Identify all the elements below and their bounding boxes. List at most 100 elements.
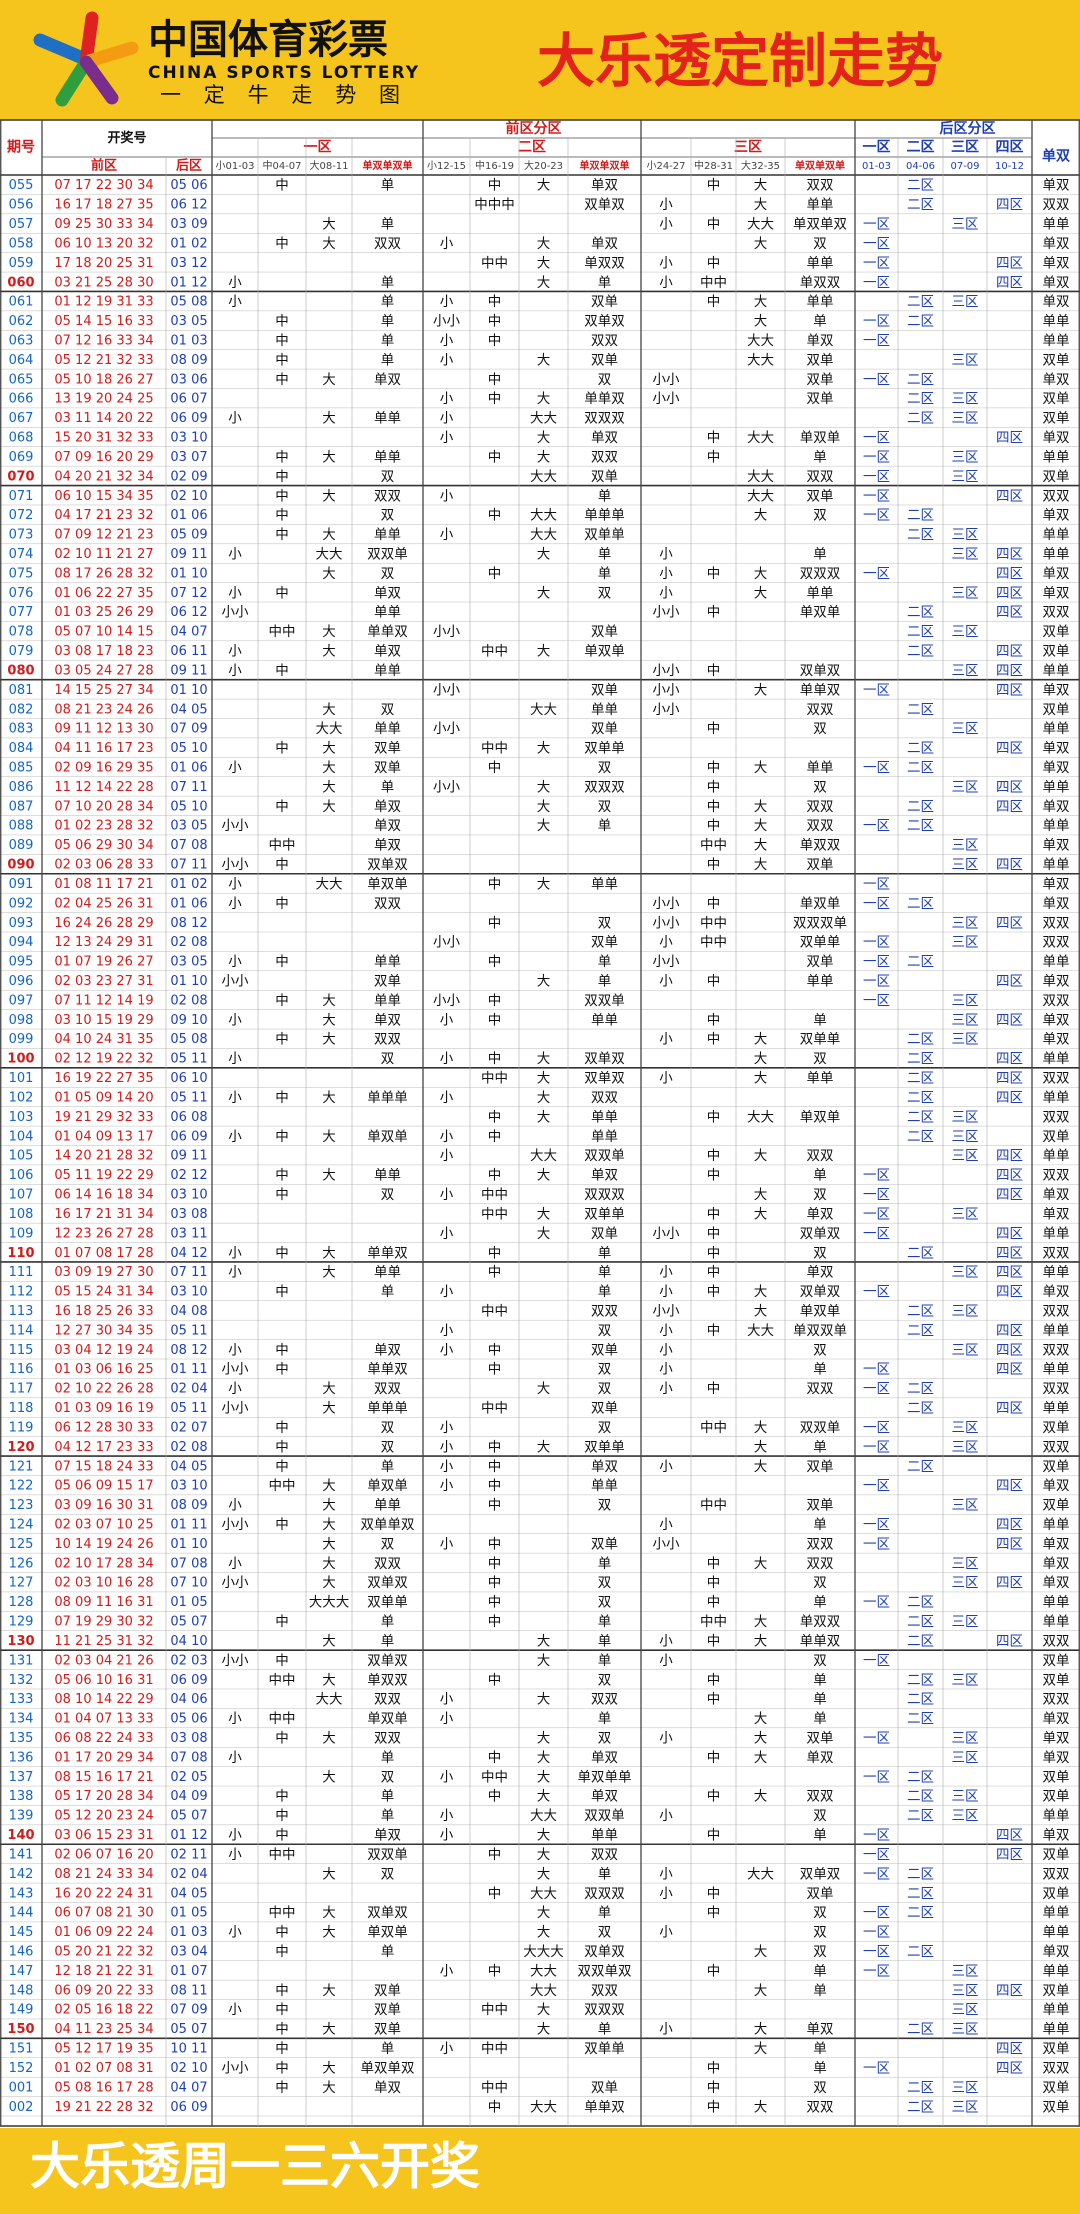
- back-zone-cell: 三区: [952, 935, 979, 951]
- back-zone-cell: 二区: [907, 527, 934, 543]
- zone-cell: 单双: [374, 372, 401, 388]
- back-numbers: 04 10: [170, 1634, 207, 1649]
- zone-cell: 小: [228, 1750, 242, 1766]
- zone-cell: 双: [598, 372, 612, 388]
- back-zone-cell: 一区: [863, 2060, 890, 2076]
- zone-cell: 小: [440, 1439, 454, 1455]
- period: 132: [9, 1673, 34, 1688]
- zone-cell: 小: [440, 1226, 454, 1242]
- period: 090: [7, 858, 34, 873]
- back-numbers: 02 08: [170, 1440, 207, 1455]
- period: 064: [9, 353, 34, 368]
- zone-cell: 中: [488, 760, 502, 776]
- zone-cell: 双双: [807, 2099, 834, 2115]
- zone-cell: 小: [440, 1187, 454, 1203]
- zone-cell: 单双: [591, 178, 618, 194]
- zone-cell: 小: [228, 275, 242, 291]
- zone-cell: 单单: [807, 197, 834, 213]
- zone-cell: 双双: [807, 469, 834, 485]
- zone-cell: 双: [381, 1769, 395, 1785]
- zone-cell: 小小: [433, 314, 460, 330]
- back-numbers: 06 09: [170, 1129, 207, 1144]
- zone-cell: 小: [659, 546, 673, 562]
- zone-cell: 双单: [1043, 644, 1070, 660]
- zone-cell: 小: [659, 1808, 673, 1824]
- zone-cell: 双: [598, 799, 612, 815]
- front-numbers: 05 08 16 17 28: [54, 2080, 153, 2095]
- back-zone-cell: 四区: [996, 1012, 1023, 1028]
- zone-cell: 中: [275, 2022, 289, 2038]
- back-zone-cell: 二区: [907, 799, 934, 815]
- zone-cell: 中: [707, 818, 721, 834]
- zone-cell: 中: [707, 1886, 721, 1902]
- back-zone-cell: 二区: [907, 1614, 934, 1630]
- zone-cell: 小: [440, 1692, 454, 1708]
- back-numbers: 07 10: [170, 1576, 207, 1591]
- zone-cell: 中: [488, 1129, 502, 1145]
- zone-cell: 大: [322, 993, 336, 1009]
- zone-cell: 大: [537, 818, 551, 834]
- zone-cell: 中: [707, 449, 721, 465]
- zone-cell: 双: [598, 585, 612, 601]
- zone-cell: 中: [488, 1245, 502, 1261]
- zone-cell: 中: [707, 721, 721, 737]
- zone-cell: 大: [754, 1071, 768, 1087]
- period: 001: [9, 2080, 34, 2095]
- zone-cell: 单单: [807, 585, 834, 601]
- front-numbers: 16 24 26 28 29: [54, 916, 153, 931]
- zone-cell: 大: [322, 1401, 336, 1417]
- zone-cell: 中中: [481, 255, 508, 271]
- zone-cell: 小: [228, 1925, 242, 1941]
- period: 148: [9, 1983, 34, 1998]
- zone-cell: 大: [322, 1769, 336, 1785]
- zone-cell: 中: [707, 255, 721, 271]
- zone-cell: 单单: [1043, 546, 1070, 562]
- back-numbers: 06 08: [170, 1110, 207, 1125]
- zone-cell: 单双双: [584, 255, 625, 271]
- front-numbers: 05 17 20 28 34: [54, 1789, 153, 1804]
- zone-cell: 大大: [316, 546, 343, 562]
- period: 056: [9, 198, 34, 213]
- header-front-zones: 前区分区: [506, 120, 562, 137]
- period: 128: [9, 1595, 34, 1610]
- period: 114: [9, 1323, 34, 1338]
- period: 104: [9, 1129, 34, 1144]
- front-numbers: 14 20 21 28 32: [54, 1149, 153, 1164]
- back-zone-cell: 二区: [907, 702, 934, 718]
- zone-cell: 大: [322, 2080, 336, 2096]
- front-numbers: 16 20 22 24 31: [54, 1886, 153, 1901]
- back-zone-cell: 一区: [863, 1866, 890, 1882]
- front-numbers: 09 25 30 33 34: [54, 217, 153, 232]
- back-zone-cell: 二区: [907, 2099, 934, 2115]
- front-numbers: 07 15 18 24 33: [54, 1459, 153, 1474]
- zone-cell: 双单双: [367, 1653, 408, 1669]
- zone-cell: 中中: [481, 741, 508, 757]
- back-numbers: 05 06: [170, 178, 207, 193]
- zone-cell: 大: [322, 1090, 336, 1106]
- zone-cell: 单双双: [800, 838, 841, 854]
- zone-cell: 大: [322, 1905, 336, 1921]
- back-zone-cell: 四区: [996, 1401, 1023, 1417]
- zone-cell: 小小: [653, 1303, 681, 1319]
- period: 109: [9, 1226, 34, 1241]
- zone-cell: 中: [275, 954, 289, 970]
- zone-cell: 大: [537, 1750, 551, 1766]
- period: 125: [9, 1537, 34, 1552]
- back-zone-cell: 一区: [863, 566, 890, 582]
- zone-cell: 中: [488, 1362, 502, 1378]
- zone-cell: 双双单: [584, 993, 625, 1009]
- back-zone-cell: 二区: [907, 1711, 934, 1727]
- back-zone-cell: 一区: [863, 993, 890, 1009]
- zone-cell: 中: [275, 236, 289, 252]
- zone-cell: 双双: [1043, 2060, 1070, 2076]
- back-zone-cell: 四区: [996, 779, 1023, 795]
- zone-cell: 双: [598, 1420, 612, 1436]
- zone-cell: 单双单: [584, 644, 625, 660]
- front-numbers: 19 21 29 32 33: [54, 1110, 153, 1125]
- front-numbers: 05 06 09 15 17: [54, 1479, 153, 1494]
- period: 066: [9, 392, 34, 407]
- zone-cell: 双单: [1043, 1789, 1070, 1805]
- period: 142: [9, 1867, 34, 1882]
- zone-cell: 中: [488, 1459, 502, 1475]
- back-numbers: 02 04: [170, 1382, 207, 1397]
